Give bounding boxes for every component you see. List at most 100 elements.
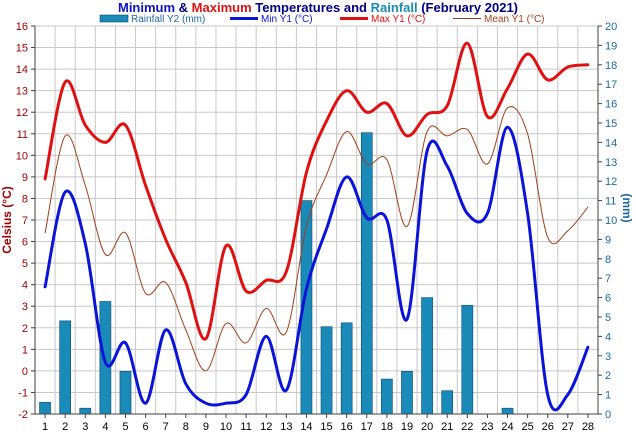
legend-max-label: Max Y1 (°C) bbox=[371, 14, 425, 25]
y-tick-label: 15 bbox=[16, 43, 28, 55]
x-tick-label: 3 bbox=[82, 421, 88, 433]
y-tick-label: 13 bbox=[16, 86, 28, 98]
y-tick-label: 10 bbox=[16, 150, 28, 162]
y2-tick-label: 2 bbox=[605, 370, 611, 382]
grid-lines bbox=[34, 25, 599, 415]
x-tick-label: 26 bbox=[542, 421, 554, 433]
x-tick-label: 23 bbox=[481, 421, 493, 433]
x-tick-label: 11 bbox=[240, 421, 251, 433]
x-tick-label: 8 bbox=[183, 421, 189, 433]
mean-temperature-line bbox=[44, 106, 589, 372]
rainfall-bar bbox=[320, 326, 333, 415]
y-tick-label: 0 bbox=[22, 366, 28, 378]
x-tick-label: 10 bbox=[220, 421, 232, 433]
x-tick-label: 25 bbox=[522, 421, 534, 433]
y-axis-label: Celsius (°C) bbox=[0, 186, 14, 253]
y-tick-label: -1 bbox=[18, 387, 28, 399]
rainfall-bar bbox=[59, 320, 71, 415]
y2-tick-label: 16 bbox=[605, 99, 617, 111]
y2-tick-label: 20 bbox=[605, 21, 617, 33]
y-tick-label: 7 bbox=[22, 215, 28, 227]
y-tick-label: 6 bbox=[22, 237, 28, 249]
y-tick-label: 5 bbox=[22, 258, 28, 270]
rainfall-bars bbox=[39, 132, 514, 415]
title-rain-word: Rainfall bbox=[371, 0, 418, 15]
x-tick-label: 17 bbox=[361, 421, 373, 433]
y2-tick-label: 4 bbox=[605, 331, 611, 343]
y2-tick-label: 6 bbox=[605, 293, 611, 305]
min-temperature-line bbox=[43, 125, 590, 412]
y-tick-label: 14 bbox=[16, 64, 28, 76]
chart-title: Minimum & Maximum Temperatures and Rainf… bbox=[118, 0, 518, 15]
x-tick-label: 13 bbox=[280, 421, 292, 433]
rainfall-bar bbox=[421, 297, 433, 415]
legend-mean-label: Mean Y1 (°C) bbox=[484, 14, 545, 25]
legend-rainfall-label: Rainfall Y2 (mm) bbox=[131, 14, 205, 25]
rainfall-bar bbox=[441, 390, 454, 415]
y2-tick-label: 1 bbox=[605, 390, 611, 402]
y-tick-label: 8 bbox=[22, 193, 28, 205]
x-tick-label: 16 bbox=[341, 421, 353, 433]
y-tick-label: -2 bbox=[18, 409, 28, 421]
y-tick-label: 2 bbox=[22, 323, 28, 335]
y2-tick-label: 17 bbox=[605, 79, 617, 91]
max-temperature-line bbox=[43, 41, 590, 341]
y2-tick-label: 11 bbox=[605, 196, 616, 208]
rainfall-bar bbox=[39, 402, 51, 415]
y2-tick-label: 12 bbox=[605, 176, 617, 188]
y-tick-label: 12 bbox=[16, 107, 28, 119]
rainfall-bar bbox=[461, 305, 474, 415]
y2-tick-label: 19 bbox=[605, 40, 617, 52]
y-tick-label: 4 bbox=[22, 280, 28, 292]
x-tick-label: 5 bbox=[122, 421, 128, 433]
y-tick-label: 1 bbox=[22, 344, 28, 356]
x-tick-label: 7 bbox=[163, 421, 169, 433]
y2-axis-label: (mm) bbox=[620, 193, 634, 222]
legend: Rainfall Y2 (mm) Min Y1 (°C) Max Y1 (°C) Me… bbox=[99, 14, 545, 25]
rainfall-bar bbox=[501, 407, 514, 415]
x-tick-label: 24 bbox=[501, 421, 513, 433]
x-tick-label: 4 bbox=[102, 421, 108, 433]
y2-tick-label: 15 bbox=[605, 118, 617, 130]
y2-tick-label: 10 bbox=[605, 215, 617, 227]
legend-rainfall-swatch bbox=[99, 14, 129, 23]
legend-min-label: Min Y1 (°C) bbox=[261, 14, 313, 25]
x-tick-label: 19 bbox=[401, 421, 413, 433]
y2-tick-label: 7 bbox=[605, 273, 611, 285]
y2-tick-label: 18 bbox=[605, 60, 617, 72]
x-tick-label: 6 bbox=[143, 421, 149, 433]
title-middle: Temperatures and bbox=[252, 0, 371, 15]
rainfall-bar bbox=[360, 132, 373, 415]
rainfall-bar bbox=[119, 371, 132, 415]
title-max-word: Maximum bbox=[192, 0, 252, 15]
x-tick-label: 20 bbox=[421, 421, 433, 433]
y-tick-label: 11 bbox=[17, 129, 28, 141]
y2-tick-label: 9 bbox=[605, 234, 611, 246]
temperature-lines bbox=[43, 41, 590, 412]
x-tick-label: 27 bbox=[562, 421, 574, 433]
y2-tick-label: 3 bbox=[605, 351, 611, 363]
y-tick-label: 16 bbox=[16, 21, 28, 33]
title-amp: & bbox=[175, 0, 192, 15]
rainfall-bar bbox=[79, 407, 92, 415]
y2-tick-label: 13 bbox=[605, 157, 617, 169]
y2-tick-label: 8 bbox=[605, 254, 611, 266]
rainfall-bar bbox=[340, 322, 353, 415]
x-tick-label: 1 bbox=[42, 421, 48, 433]
axes: -2-1012345678910111213141516012345678910… bbox=[0, 21, 634, 433]
x-tick-label: 2 bbox=[62, 421, 68, 433]
x-tick-label: 28 bbox=[582, 421, 594, 433]
x-tick-label: 18 bbox=[381, 421, 393, 433]
x-tick-label: 21 bbox=[441, 421, 453, 433]
x-tick-label: 22 bbox=[461, 421, 473, 433]
y-tick-label: 3 bbox=[22, 301, 28, 313]
y2-tick-label: 5 bbox=[605, 312, 611, 324]
rainfall-bar bbox=[401, 371, 413, 415]
x-tick-label: 12 bbox=[260, 421, 272, 433]
x-tick-label: 9 bbox=[203, 421, 209, 433]
y2-tick-label: 0 bbox=[605, 409, 611, 421]
y-tick-label: 9 bbox=[22, 172, 28, 184]
y2-tick-label: 14 bbox=[605, 137, 617, 149]
